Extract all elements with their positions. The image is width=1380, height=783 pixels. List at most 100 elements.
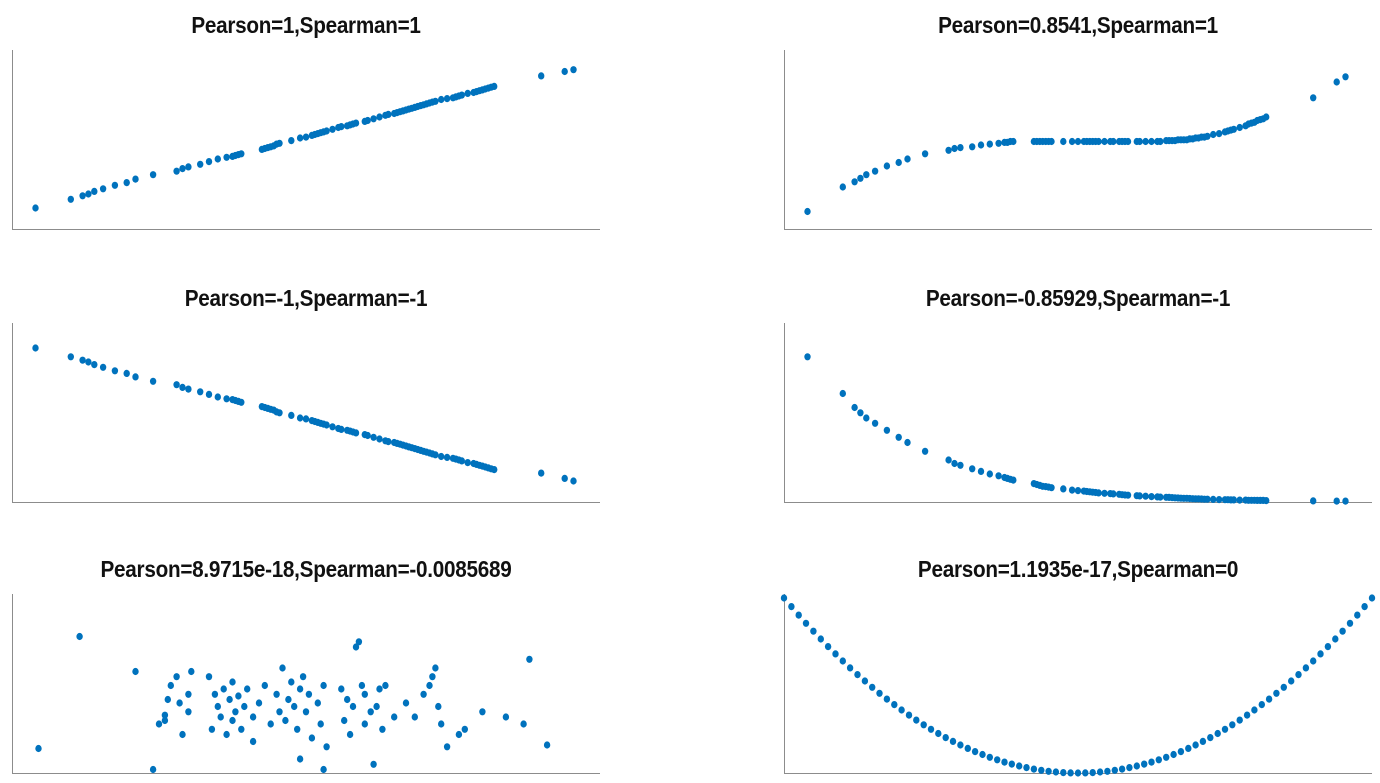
chart-title: Pearson=8.9715e-18,Spearman=-0.0085689 <box>100 556 512 582</box>
data-point <box>296 134 304 142</box>
data-point <box>1317 650 1324 658</box>
data-point <box>1207 734 1214 742</box>
data-point <box>1096 768 1104 776</box>
data-point <box>839 389 846 398</box>
data-point <box>132 667 139 676</box>
data-point <box>370 760 377 768</box>
data-point <box>1148 758 1155 766</box>
data-point <box>883 426 891 434</box>
data-point <box>432 664 439 672</box>
data-point <box>32 344 39 352</box>
data-point <box>67 353 74 361</box>
chart-title: Pearson=-0.85929,Spearman=-1 <box>925 285 1231 311</box>
data-point <box>149 765 157 774</box>
data-point <box>1302 664 1310 672</box>
data-point <box>438 95 445 104</box>
data-point <box>1136 137 1143 146</box>
data-point <box>898 706 905 714</box>
data-point <box>197 160 204 168</box>
data-point <box>1095 489 1102 497</box>
data-point <box>1157 137 1164 146</box>
data-point <box>1263 497 1270 505</box>
scatter-plot <box>784 50 1372 230</box>
data-point <box>995 139 1002 147</box>
data-point <box>176 699 183 707</box>
data-point <box>99 363 107 371</box>
data-point <box>364 431 371 440</box>
data-point <box>85 190 92 198</box>
data-point <box>1214 729 1221 738</box>
data-point <box>205 390 213 398</box>
scatter-plot <box>12 594 600 774</box>
data-point <box>1141 760 1148 768</box>
data-point <box>67 195 74 203</box>
data-point <box>173 381 180 389</box>
data-point <box>1310 657 1317 665</box>
data-point <box>1068 137 1076 146</box>
data-point <box>1170 750 1177 759</box>
data-point <box>79 356 86 364</box>
data-point <box>370 433 377 441</box>
data-point <box>282 716 289 725</box>
data-point <box>951 459 958 468</box>
data-point <box>429 673 436 681</box>
data-point <box>273 690 280 698</box>
scatter-plot <box>12 50 600 230</box>
data-point <box>795 611 802 619</box>
data-point <box>904 155 911 163</box>
data-point <box>299 673 307 681</box>
data-point <box>1048 484 1055 492</box>
data-point <box>1163 753 1170 761</box>
data-point <box>229 716 236 725</box>
data-point <box>308 734 316 742</box>
data-point <box>1332 635 1339 643</box>
data-point <box>385 438 392 446</box>
data-point <box>802 619 810 627</box>
data-point <box>1148 493 1155 501</box>
data-point <box>857 409 864 417</box>
data-point <box>1089 769 1096 777</box>
data-point <box>32 204 39 212</box>
data-point <box>1030 765 1038 773</box>
data-point <box>863 414 870 422</box>
data-point <box>977 467 985 475</box>
data-point <box>238 398 245 406</box>
data-point <box>1124 491 1132 499</box>
data-point <box>164 695 171 704</box>
data-point <box>920 721 927 729</box>
data-point <box>161 716 169 725</box>
data-point <box>296 685 304 693</box>
data-point <box>205 673 213 681</box>
data-point <box>323 743 330 751</box>
data-point <box>1010 476 1017 484</box>
data-point <box>288 411 295 419</box>
data-point <box>1148 137 1155 146</box>
data-point <box>358 681 366 690</box>
data-point <box>349 702 357 711</box>
data-point <box>1368 594 1376 602</box>
data-point <box>352 429 360 437</box>
chart-title: Pearson=-1,Spearman=-1 <box>184 285 428 311</box>
data-point <box>123 179 130 187</box>
data-point <box>1118 765 1126 773</box>
data-point <box>491 466 498 474</box>
data-point <box>810 627 817 635</box>
data-point <box>223 395 230 403</box>
data-point <box>376 113 383 121</box>
data-point <box>1342 73 1349 81</box>
data-point <box>426 681 433 690</box>
data-point <box>167 681 174 690</box>
data-point <box>323 127 330 135</box>
data-point <box>1060 769 1067 777</box>
data-point <box>132 373 139 381</box>
data-point <box>391 713 398 721</box>
data-point <box>132 175 139 183</box>
data-point <box>1060 485 1067 493</box>
data-point <box>905 711 913 719</box>
data-point <box>1263 113 1270 121</box>
data-point <box>238 725 245 733</box>
data-point <box>346 730 354 739</box>
data-point <box>1124 137 1132 146</box>
data-point <box>876 689 883 697</box>
data-point <box>921 447 929 455</box>
